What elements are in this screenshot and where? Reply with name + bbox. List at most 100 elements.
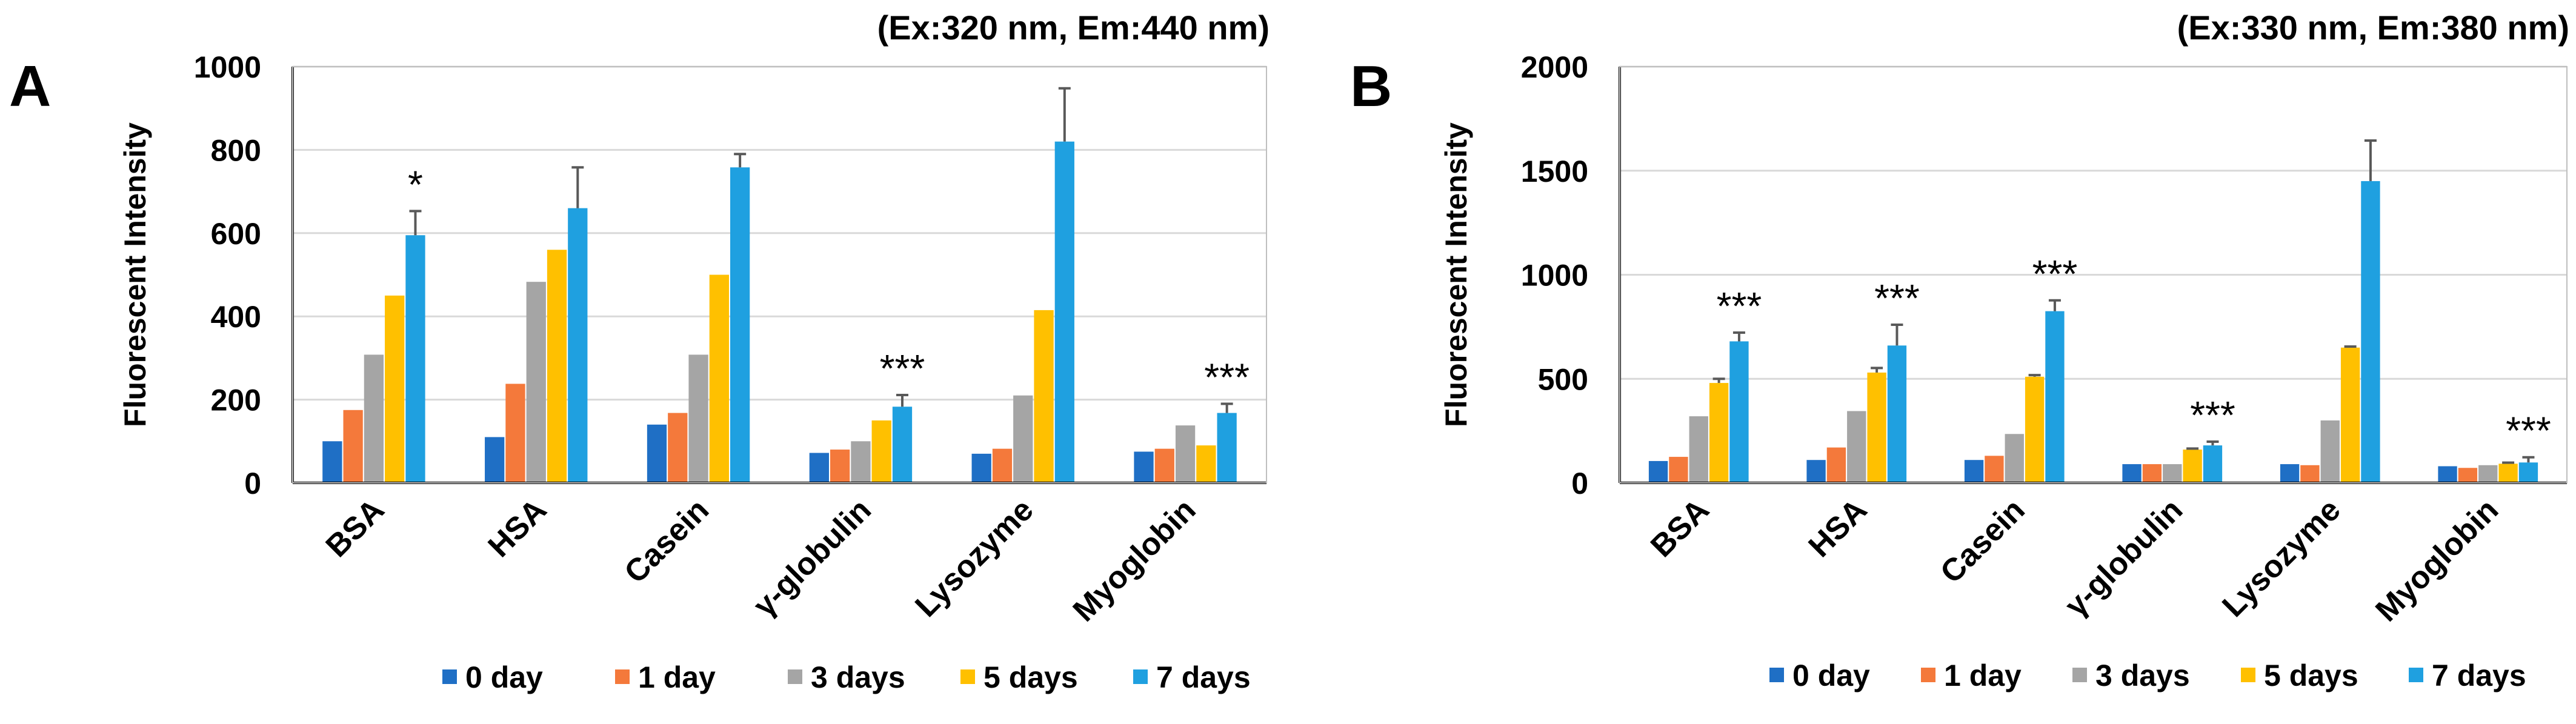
legend-swatch-3-days	[2072, 668, 2087, 682]
bar-1-day-casein	[1985, 456, 2004, 483]
bar-5-days-casein	[709, 274, 730, 483]
plot-area-frame	[1619, 66, 2568, 483]
bar-3-days-bsa	[364, 354, 384, 483]
bar-5-days-lysozyme	[2340, 347, 2360, 483]
significance-marker: ***	[1717, 284, 1762, 328]
chart-panel-b: B (Ex:330 nm, Em:380 nm) 0 500 1000 1500 2000 F…	[1350, 8, 2569, 692]
bar-0-day-lysozyme	[971, 453, 991, 483]
bar-1-day-lysozyme	[2300, 465, 2320, 483]
bar-5-days-bsa	[385, 295, 405, 483]
y-tick-label: 0	[244, 467, 261, 500]
y-tick-label: 1000	[1521, 259, 1588, 293]
bar-0-day-globulin	[809, 453, 829, 483]
bar-7-days-myoglobin	[1217, 413, 1237, 483]
significance-marker: ***	[2506, 409, 2551, 453]
y-tick-label: 2000	[1521, 50, 1588, 84]
bar-3-days-casein	[2005, 434, 2024, 483]
x-tick-label: Lysozyme	[2215, 492, 2347, 623]
legend-label: 0 day	[465, 660, 543, 694]
significance-marker: ***	[2190, 393, 2235, 437]
bar-7-days-myoglobin	[2518, 462, 2538, 483]
bar-5-days-hsa	[547, 250, 567, 483]
x-tick-label: Myoglobin	[2369, 492, 2505, 628]
panel-label: B	[1350, 54, 1392, 119]
bar-3-days-casein	[688, 354, 708, 483]
legend-swatch-7-days	[1133, 669, 1148, 684]
bar-7-days-casein	[730, 167, 750, 483]
bar-3-days-myoglobin	[2478, 465, 2498, 483]
x-tick-label: γ-globulin	[747, 492, 878, 623]
bar-5-days-myoglobin	[2498, 463, 2518, 483]
legend-swatch-5-days	[960, 669, 975, 684]
significance-marker: ***	[880, 347, 925, 390]
bar-1-day-myoglobin	[2458, 468, 2478, 483]
bar-0-day-lysozyme	[2280, 464, 2300, 483]
panel-label: A	[9, 54, 51, 119]
legend: 0 day 1 day 3 days 5 days 7 days	[442, 660, 1251, 694]
bar-1-day-hsa	[1826, 447, 1846, 483]
y-tick-label: 200	[211, 384, 261, 417]
bar-5-days-hsa	[1867, 372, 1886, 483]
legend-label: 7 days	[2432, 659, 2526, 692]
legend-label: 7 days	[1156, 660, 1251, 694]
y-tick-label: 600	[211, 217, 261, 251]
y-tick-label: 400	[211, 300, 261, 334]
bar-7-days-lysozyme	[1054, 141, 1074, 483]
significance-marker: ***	[1204, 355, 1250, 399]
x-tick-label: γ-globulin	[2058, 492, 2190, 623]
y-tick-label: 1500	[1521, 154, 1588, 188]
legend-swatch-0-day	[442, 669, 457, 684]
legend-label: 0 day	[1792, 659, 1870, 692]
x-tick-label: HSA	[1802, 492, 1874, 564]
bar-0-day-myoglobin	[1134, 451, 1154, 483]
bar-3-days-hsa	[1847, 411, 1866, 483]
y-axis-label: Fluorescent Intensity	[118, 122, 152, 427]
bar-0-day-casein	[1964, 460, 1984, 483]
significance-marker: *	[408, 162, 423, 206]
x-tick-label: BSA	[319, 492, 391, 564]
bar-7-days-hsa	[568, 208, 588, 483]
bar-7-days-casein	[2045, 311, 2065, 483]
legend-label: 5 days	[2264, 659, 2358, 692]
bar-1-day-globulin	[830, 450, 850, 483]
bar-0-day-hsa	[1806, 460, 1826, 483]
x-tick-label: BSA	[1644, 492, 1716, 564]
legend-label: 5 days	[983, 660, 1078, 694]
bar-1-day-bsa	[1669, 457, 1688, 483]
legend-label: 3 days	[2095, 659, 2190, 692]
legend-swatch-1-day	[1921, 668, 1935, 682]
bar-7-days-hsa	[1887, 345, 1907, 483]
chart-title: (Ex:320 nm, Em:440 nm)	[877, 8, 1270, 47]
bar-5-days-lysozyme	[1034, 310, 1054, 483]
bar-3-days-bsa	[1689, 416, 1708, 483]
legend: 0 day 1 day 3 days 5 days 7 days	[1769, 659, 2526, 692]
bar-5-days-casein	[2025, 376, 2045, 483]
bar-1-day-globulin	[2142, 464, 2162, 483]
bar-7-days-globulin	[892, 407, 913, 483]
bar-7-days-globulin	[2203, 445, 2223, 483]
bar-0-day-bsa	[322, 441, 342, 483]
bar-7-days-bsa	[1729, 341, 1749, 483]
significance-marker: ***	[2032, 252, 2078, 296]
legend-swatch-0-day	[1769, 668, 1784, 682]
legend-swatch-7-days	[2409, 668, 2423, 682]
bar-0-day-myoglobin	[2438, 466, 2457, 483]
x-tick-label: Casein	[617, 492, 716, 590]
bar-1-day-casein	[668, 413, 688, 483]
bar-5-days-myoglobin	[1196, 445, 1216, 483]
bar-3-days-lysozyme	[1013, 395, 1033, 483]
bar-7-days-bsa	[405, 235, 425, 483]
bar-1-day-bsa	[343, 410, 363, 483]
bar-3-days-globulin	[2163, 464, 2182, 483]
bar-3-days-globulin	[851, 441, 871, 483]
bar-7-days-lysozyme	[2361, 181, 2380, 483]
bar-3-days-hsa	[526, 282, 546, 483]
x-tick-label: HSA	[482, 492, 554, 564]
plot-area-frame	[292, 66, 1267, 483]
bar-3-days-lysozyme	[2320, 420, 2340, 483]
y-tick-label: 1000	[194, 50, 261, 84]
chart-panel-a: A (Ex:320 nm, Em:440 nm) 0 200 400 600 800 1000…	[9, 8, 1270, 694]
chart-title: (Ex:330 nm, Em:380 nm)	[2177, 8, 2569, 47]
